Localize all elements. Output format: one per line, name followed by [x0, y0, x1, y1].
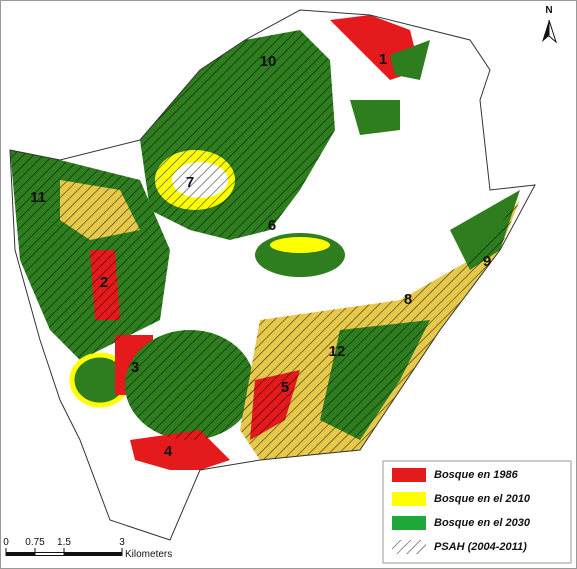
legend-label: Bosque en 1986 [434, 469, 519, 481]
zone-label: 7 [186, 174, 194, 191]
north-label: N [545, 5, 552, 16]
land-cover [10, 15, 520, 470]
zone-label: 4 [164, 443, 173, 460]
zone-label: 8 [404, 291, 412, 308]
legend-swatch [392, 516, 426, 530]
scale-tick-label: 0.75 [25, 537, 45, 548]
legend-label: PSAH (2004-2011) [434, 541, 527, 553]
scale-tick-label: 1.5 [57, 537, 71, 548]
legend-swatch [392, 492, 426, 506]
scale-tick-label: 3 [119, 537, 125, 548]
zone-labels: 1 10 7 11 6 9 2 8 12 3 5 4 [30, 51, 491, 460]
legend-swatch [392, 540, 426, 554]
zone-label: 6 [268, 217, 276, 234]
zone-label: 2 [100, 274, 108, 291]
north-arrow: N [542, 5, 558, 44]
legend-label: Bosque en el 2030 [434, 517, 531, 529]
zone-label: 9 [483, 253, 491, 270]
zone-label: 1 [379, 51, 387, 68]
legend-label: Bosque en el 2010 [434, 493, 531, 505]
legend: Bosque en 1986 Bosque en el 2010 Bosque en… [392, 468, 531, 554]
zone-label: 3 [131, 359, 139, 376]
scale-bar-segment [35, 553, 64, 555]
legend-swatch [392, 468, 426, 482]
scale-tick-label: 0 [3, 537, 9, 548]
boundary [9, 9, 536, 541]
scale-unit: Kilometers [125, 549, 172, 560]
zone-label: 12 [329, 343, 346, 360]
zone-label: 5 [281, 379, 289, 396]
zone-label: 11 [30, 189, 46, 206]
zone-label: 10 [260, 53, 277, 70]
